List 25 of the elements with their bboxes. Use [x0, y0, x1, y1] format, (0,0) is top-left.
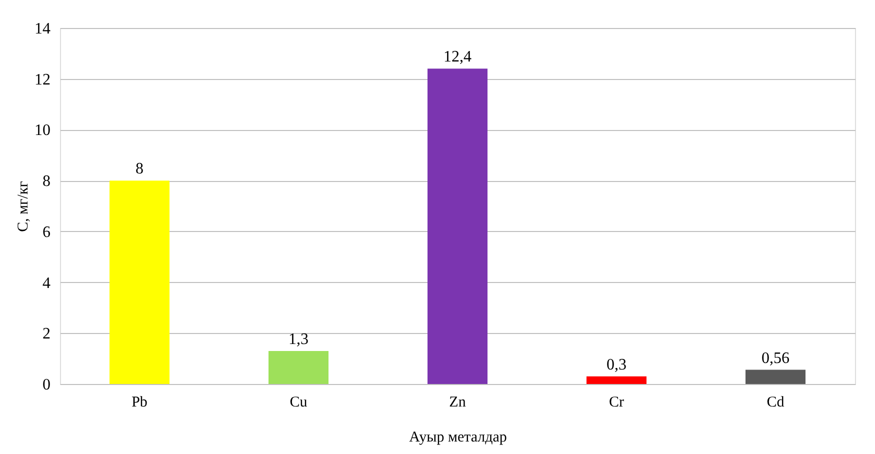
bar	[110, 180, 170, 384]
x-tick-label: Zn	[449, 394, 466, 410]
data-label: 1,3	[288, 330, 308, 348]
y-tick-label: 14	[34, 20, 50, 38]
data-label: 12,4	[444, 48, 472, 66]
x-tick-label: Cr	[609, 394, 624, 410]
x-tick-label: Pb	[132, 394, 148, 410]
y-tick-label: 10	[34, 122, 50, 140]
y-tick-label: 0	[42, 376, 50, 394]
y-axis-title: C, мг/кг	[16, 181, 32, 232]
x-axis-title: Ауыр металдар	[409, 430, 507, 446]
y-tick-label: 2	[42, 326, 50, 343]
y-tick-label: 12	[34, 71, 50, 88]
y-tick-label: 8	[42, 173, 50, 190]
bar	[428, 68, 488, 384]
x-tick-label: Cd	[766, 394, 785, 410]
y-tick-label: 6	[42, 224, 50, 241]
bar	[586, 376, 646, 384]
bar	[746, 370, 806, 384]
bar	[268, 350, 328, 384]
x-tick-label: Cu	[290, 394, 308, 410]
data-label: 0,3	[606, 356, 626, 374]
data-label: 8	[136, 160, 144, 178]
data-label: 0,56	[762, 350, 790, 367]
y-tick-label: 4	[42, 274, 50, 292]
